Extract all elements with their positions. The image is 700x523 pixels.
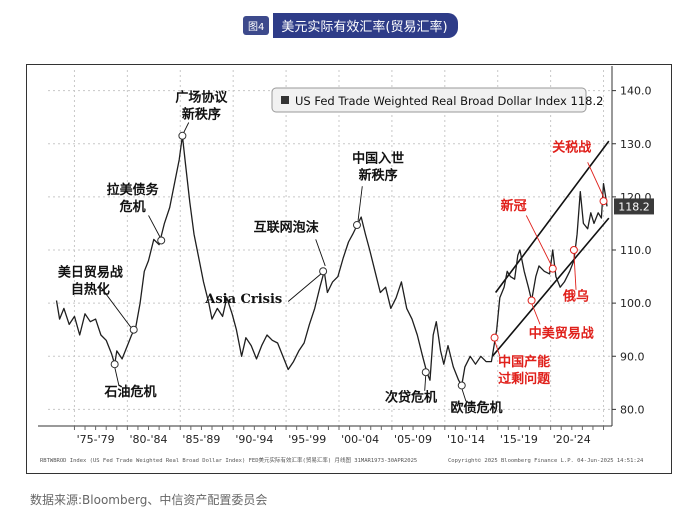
- figure-title: 美元实际有效汇率(贸易汇率): [273, 12, 458, 38]
- annotation-label: 新冠: [501, 198, 527, 214]
- y-tick-label: 140.0: [620, 85, 652, 98]
- legend-label: US Fed Trade Weighted Real Broad Dollar …: [295, 94, 603, 108]
- annotation-label: 自热化: [71, 282, 110, 298]
- y-tick-label: 80.0: [620, 403, 645, 416]
- annotation-label: 次贷危机: [385, 389, 437, 405]
- x-tick-label: '75-'79: [77, 433, 115, 446]
- event-marker: [178, 131, 187, 140]
- last-value-tag-bg: [614, 198, 654, 215]
- x-tick-label: '00-'04: [341, 433, 379, 446]
- x-tick-label: '15-'19: [500, 433, 538, 446]
- annotation-label: 拉美债务: [107, 182, 160, 198]
- annotation-leader: [525, 215, 553, 267]
- annotation-label: 欧债危机: [451, 400, 503, 416]
- annotation-leader: [100, 286, 134, 330]
- event-marker: [157, 236, 166, 245]
- y-tick-label: 100.0: [620, 297, 652, 310]
- x-tick-label: '95-'99: [288, 433, 326, 446]
- annotation-leader: [287, 273, 322, 302]
- chart-frame: [26, 64, 672, 474]
- annotation-leader: [573, 252, 577, 290]
- annotation-label: 过剩问题: [498, 371, 551, 387]
- last-value-tag-label: 118.2: [618, 200, 650, 213]
- figure-source: 数据来源:Bloomberg、中信资产配置委员会: [30, 493, 268, 507]
- annotation-label: 中国产能: [498, 354, 550, 370]
- annotation-label: 中美贸易战: [529, 326, 594, 342]
- annotation-leader: [114, 366, 120, 386]
- y-tick-label: 90.0: [620, 350, 645, 363]
- annotation-leader: [587, 162, 604, 198]
- annotation-leader: [183, 122, 190, 134]
- figure-header: 图4 美元实际有效汇率(贸易汇率): [243, 12, 458, 38]
- annotation-label: 危机: [120, 199, 146, 215]
- series-line: [55, 135, 608, 387]
- event-marker-red: [599, 197, 608, 206]
- trend-channel-line: [491, 217, 610, 357]
- annotation-leader: [315, 239, 326, 267]
- chart-footer-right: Copyright© 2025 Bloomberg Finance L.P. 0…: [448, 458, 644, 464]
- annotation-leader: [424, 374, 427, 391]
- annotation-leader: [357, 186, 363, 221]
- x-tick-label: '20-'24: [553, 433, 591, 446]
- x-tick-label: '10-'14: [447, 433, 485, 446]
- annotation-leader: [494, 340, 501, 357]
- x-tick-label: '90-'94: [235, 433, 273, 446]
- annotation-label: 俄乌: [562, 288, 589, 304]
- annotation-leader: [461, 387, 467, 402]
- annotation-label: 关税战: [552, 140, 591, 156]
- annotation-label: 新秩序: [359, 167, 398, 183]
- y-tick-label: 110.0: [620, 244, 652, 257]
- annotation-label: 中国入世: [352, 150, 404, 166]
- figure-badge: 图4: [243, 15, 270, 35]
- annotation-label: 美日贸易战: [58, 265, 123, 281]
- event-marker: [110, 360, 119, 369]
- annotation-label: 新秩序: [182, 106, 221, 122]
- event-marker: [352, 221, 361, 230]
- event-marker-red: [569, 246, 578, 254]
- legend-swatch: [281, 96, 289, 104]
- event-marker: [129, 325, 138, 334]
- event-marker: [319, 267, 328, 276]
- annotation-label: 互联网泡沫: [254, 219, 320, 235]
- event-marker-red: [490, 333, 499, 342]
- annotation-label: 石油危机: [104, 384, 157, 400]
- event-marker: [457, 381, 466, 390]
- event-marker-red: [548, 264, 557, 273]
- x-tick-label: '80-'84: [130, 433, 168, 446]
- annotation-leader: [531, 302, 541, 325]
- x-tick-label: '85-'89: [182, 433, 220, 446]
- annotation-label: 广场协议: [175, 89, 228, 105]
- annotation-leader: [148, 215, 162, 240]
- x-tick-label: '05-'09: [394, 433, 432, 446]
- event-marker: [421, 368, 430, 377]
- legend-box: [271, 87, 587, 113]
- y-tick-label: 130.0: [620, 138, 652, 151]
- chart-footer-left: RBTWBROD Index (US Fed Trade Weighted Re…: [40, 456, 417, 464]
- annotation-label: Asia Crisis: [204, 292, 282, 307]
- event-marker-red: [527, 296, 536, 305]
